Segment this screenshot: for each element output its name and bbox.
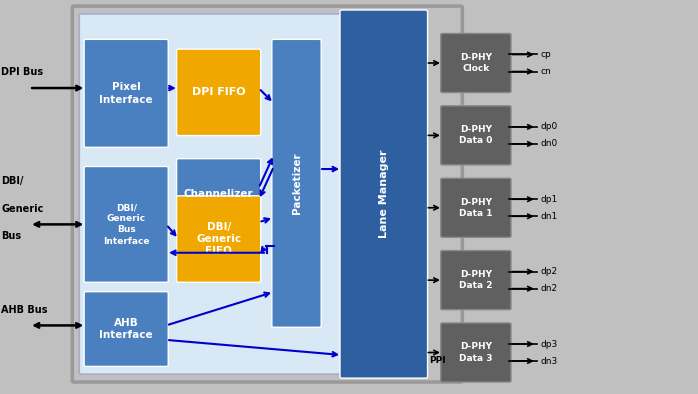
FancyBboxPatch shape <box>440 178 511 237</box>
Text: DBI/
Generic
Bus
Interface: DBI/ Generic Bus Interface <box>103 203 149 245</box>
Text: Lane Manager: Lane Manager <box>379 150 389 238</box>
Text: Pixel
Interface: Pixel Interface <box>99 82 153 104</box>
Text: D-PHY
Data 2: D-PHY Data 2 <box>459 270 493 290</box>
FancyBboxPatch shape <box>73 6 462 382</box>
Text: DPI FIFO: DPI FIFO <box>192 87 246 97</box>
Text: dp3: dp3 <box>540 340 558 349</box>
FancyBboxPatch shape <box>84 292 168 366</box>
Text: DBI/: DBI/ <box>1 177 24 186</box>
Text: D-PHY
Data 3: D-PHY Data 3 <box>459 342 493 362</box>
FancyBboxPatch shape <box>80 14 362 374</box>
Text: Bus: Bus <box>1 231 22 241</box>
Text: dn1: dn1 <box>540 212 558 221</box>
FancyBboxPatch shape <box>177 49 261 136</box>
Text: AHB Bus: AHB Bus <box>1 305 48 315</box>
FancyBboxPatch shape <box>340 10 428 378</box>
Text: D-PHY
Clock: D-PHY Clock <box>460 53 492 73</box>
FancyBboxPatch shape <box>440 323 511 382</box>
Text: Channelizer: Channelizer <box>184 189 253 199</box>
Text: DBI/
Generic
FIFO: DBI/ Generic FIFO <box>196 222 242 256</box>
Text: cp: cp <box>540 50 551 59</box>
Text: D-PHY
Data 1: D-PHY Data 1 <box>459 198 493 218</box>
Text: dn2: dn2 <box>540 284 557 293</box>
Text: dp2: dp2 <box>540 267 557 276</box>
FancyBboxPatch shape <box>84 39 168 147</box>
FancyBboxPatch shape <box>177 196 261 282</box>
FancyBboxPatch shape <box>272 39 321 327</box>
Text: dn0: dn0 <box>540 139 558 149</box>
Text: dp0: dp0 <box>540 123 558 131</box>
FancyBboxPatch shape <box>440 106 511 165</box>
Text: Generic: Generic <box>1 204 44 214</box>
Text: Packetizer: Packetizer <box>292 152 302 214</box>
Text: AHB
Interface: AHB Interface <box>99 318 153 340</box>
FancyBboxPatch shape <box>84 167 168 282</box>
Text: DPI Bus: DPI Bus <box>1 67 43 77</box>
FancyBboxPatch shape <box>440 251 511 310</box>
Text: dn3: dn3 <box>540 357 558 366</box>
Text: PPI: PPI <box>429 356 445 365</box>
Text: cn: cn <box>540 67 551 76</box>
Text: D-PHY
Data 0: D-PHY Data 0 <box>459 125 493 145</box>
FancyBboxPatch shape <box>177 159 261 229</box>
Text: dp1: dp1 <box>540 195 558 204</box>
FancyBboxPatch shape <box>440 33 511 93</box>
